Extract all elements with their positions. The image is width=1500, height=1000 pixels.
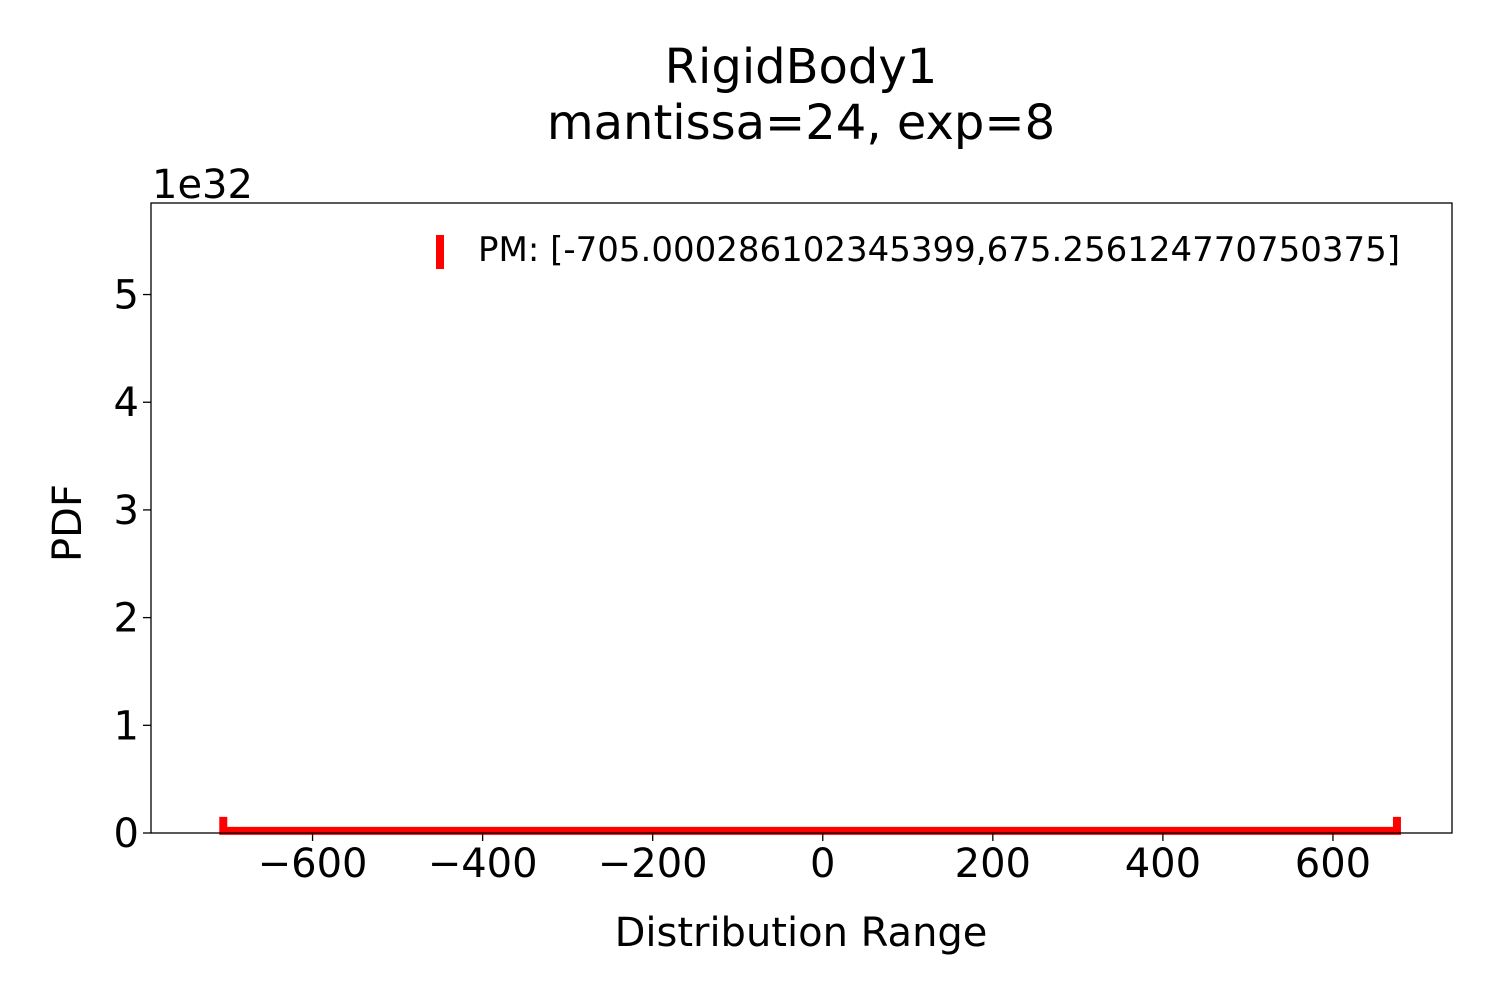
y-tick-label: 1	[114, 703, 139, 749]
x-axis-label: Distribution Range	[615, 910, 988, 956]
y-tick-label: 3	[114, 488, 139, 534]
y-offset-label: 1e32	[152, 162, 253, 208]
y-axis-label: PDF	[45, 484, 91, 562]
y-tick-label: 2	[114, 596, 139, 642]
legend-label: PM: [-705.000286102345399,675.2561247707…	[478, 230, 1400, 270]
chart-title-line2: mantissa=24, exp=8	[547, 95, 1055, 151]
legend: PM: [-705.000286102345399,675.2561247707…	[436, 230, 1400, 270]
chart-title-line1: RigidBody1	[665, 39, 938, 95]
y-tick-label: 5	[114, 273, 139, 319]
x-tick-label: −200	[598, 841, 708, 887]
series-line	[219, 816, 1401, 835]
x-tick-label: 200	[955, 841, 1031, 887]
series-layer	[219, 816, 1401, 835]
legend-marker	[436, 235, 444, 269]
y-tick-label: 4	[114, 380, 139, 426]
x-tick-label: −600	[258, 841, 368, 887]
x-axis-ticks: −600 −400 −200 0 200 400 600	[258, 833, 1371, 887]
x-tick-label: 0	[810, 841, 835, 887]
y-axis-ticks: 0 1 2 3 4 5	[114, 273, 151, 857]
x-tick-label: −400	[428, 841, 538, 887]
x-tick-label: 600	[1295, 841, 1371, 887]
x-tick-label: 400	[1125, 841, 1201, 887]
y-tick-label: 0	[114, 811, 139, 857]
plot-frame	[150, 202, 1453, 834]
